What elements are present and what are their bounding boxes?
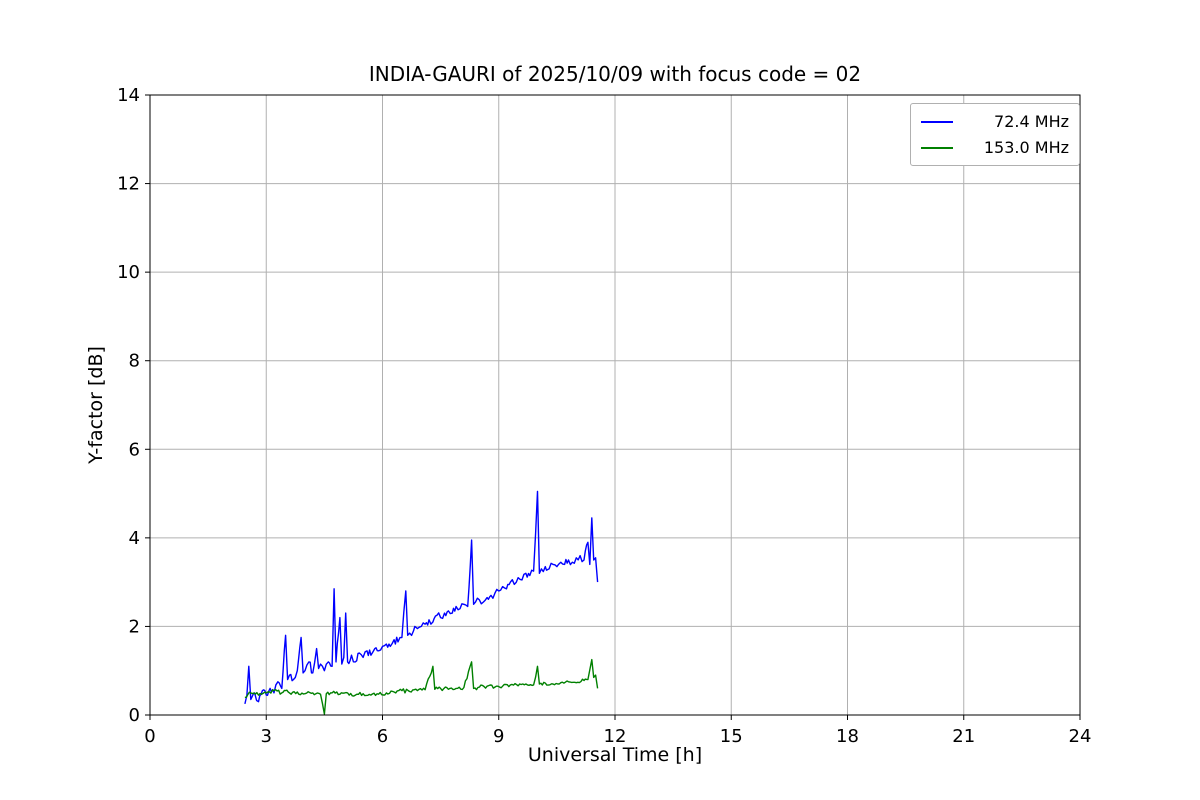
legend-item-72mhz: 72.4 MHz <box>921 112 1069 131</box>
legend: 72.4 MHz 153.0 MHz <box>910 103 1080 166</box>
x-axis-label: Universal Time [h] <box>527 744 703 766</box>
y-tick-label: 12 <box>117 174 140 195</box>
y-tick-label: 10 <box>117 262 140 283</box>
legend-line-sample-green <box>921 146 953 149</box>
x-tick-label: 24 <box>1069 726 1092 747</box>
x-tick-label: 18 <box>836 726 859 747</box>
axis-ticks <box>145 94 1081 720</box>
grid-lines <box>149 94 1081 716</box>
chart-title: INDIA-GAURI of 2025/10/09 with focus cod… <box>368 62 862 86</box>
y-tick-label: 4 <box>129 528 140 549</box>
y-axis-label: Y-factor [dB] <box>85 346 107 464</box>
series-line-153-0-mhz <box>244 658 599 715</box>
y-tick-label: 2 <box>129 616 140 637</box>
legend-label-72mhz: 72.4 MHz <box>994 112 1069 131</box>
y-tick-label: 14 <box>117 85 140 106</box>
legend-item-153mhz: 153.0 MHz <box>921 138 1069 157</box>
x-tick-label: 9 <box>493 726 504 747</box>
legend-label-153mhz: 153.0 MHz <box>983 138 1069 157</box>
x-tick-label: 12 <box>604 726 627 747</box>
series-line-72-4-mhz <box>244 490 599 705</box>
x-tick-label: 0 <box>144 726 155 747</box>
x-tick-label: 3 <box>261 726 272 747</box>
y-tick-label: 8 <box>129 351 140 372</box>
x-tick-label: 6 <box>377 726 388 747</box>
legend-line-sample-blue <box>921 120 953 123</box>
axes-frame <box>149 94 1081 716</box>
y-tick-label: 0 <box>129 705 140 726</box>
x-tick-label: 15 <box>720 726 743 747</box>
x-tick-label: 21 <box>952 726 975 747</box>
y-tick-label: 6 <box>129 439 140 460</box>
